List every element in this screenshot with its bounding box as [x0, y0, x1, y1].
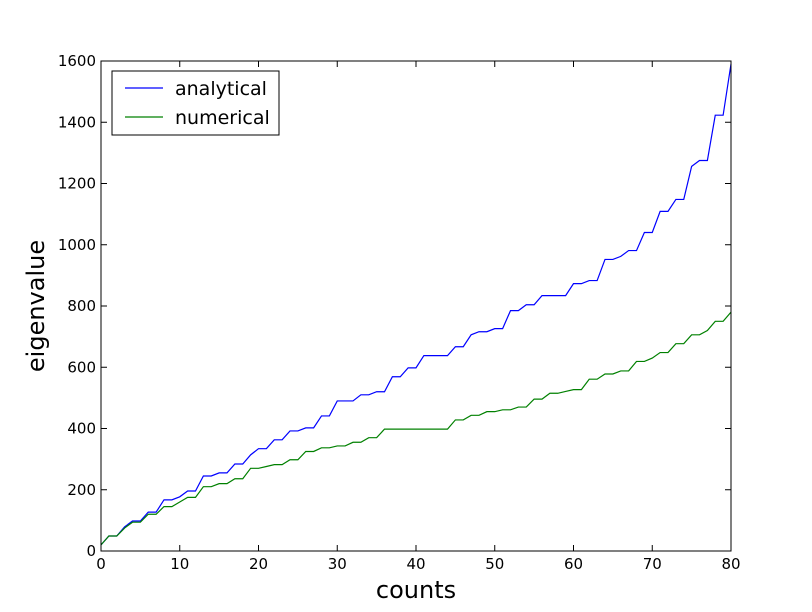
- y-tick-label: 800: [67, 297, 96, 315]
- y-tick-label: 1400: [58, 113, 96, 131]
- y-tick-label: 200: [67, 481, 96, 499]
- legend-label-numerical: numerical: [175, 107, 270, 129]
- x-tick-label: 80: [721, 555, 740, 573]
- legend-box: [111, 70, 280, 136]
- x-tick-label: 70: [643, 555, 662, 573]
- legend-label-analytical: analytical: [175, 78, 267, 100]
- plot-area: [100, 61, 732, 551]
- y-tick-label: 600: [67, 358, 96, 376]
- legend: analytical numerical: [111, 70, 280, 136]
- y-tick-label: 1600: [58, 52, 96, 70]
- y-tick-label: 1200: [58, 175, 96, 193]
- x-tick-label: 0: [96, 555, 106, 573]
- axes: 0 10 20 30 40 50 60 70 8002004006008001000120014…: [58, 52, 741, 573]
- x-axis-label: counts: [376, 576, 456, 604]
- plot-background: [101, 61, 731, 551]
- x-tick-label: 60: [564, 555, 583, 573]
- x-tick-label: 40: [406, 555, 425, 573]
- x-tick-label: 50: [485, 555, 504, 573]
- series-line-numerical: [100, 311, 732, 546]
- y-axis-label: eigenvalue: [22, 240, 50, 372]
- y-tick-label: 0: [86, 542, 96, 560]
- y-tick-label: 400: [67, 420, 96, 438]
- y-tick-label: 1000: [58, 236, 96, 254]
- x-tick-label: 10: [170, 555, 189, 573]
- series-line-analytical: [100, 63, 732, 546]
- x-tick-label: 20: [249, 555, 268, 573]
- x-tick-label: 30: [328, 555, 347, 573]
